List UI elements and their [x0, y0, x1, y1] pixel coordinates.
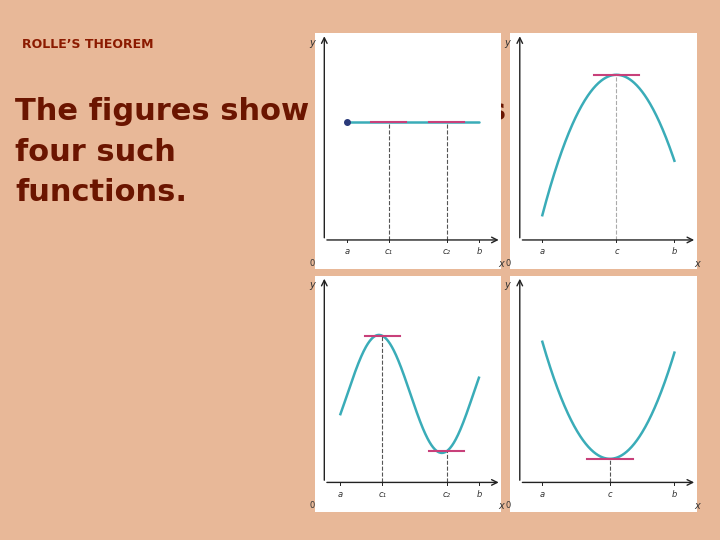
Text: x: x — [499, 259, 504, 269]
Text: x: x — [694, 501, 700, 511]
Text: y: y — [505, 280, 510, 290]
Text: c₂: c₂ — [443, 489, 451, 498]
Text: x: x — [499, 501, 504, 511]
Text: y: y — [309, 280, 315, 290]
Text: b: b — [476, 247, 482, 256]
Text: ROLLE’S THEOREM: ROLLE’S THEOREM — [22, 38, 153, 51]
Text: y: y — [309, 38, 315, 48]
Text: 0: 0 — [310, 259, 315, 268]
Text: a: a — [540, 247, 545, 256]
Text: b: b — [476, 489, 482, 498]
Text: (b): (b) — [597, 300, 611, 310]
Text: 0: 0 — [310, 501, 315, 510]
Text: c₂: c₂ — [443, 247, 451, 256]
Text: c: c — [608, 489, 612, 498]
Text: (a): (a) — [401, 300, 415, 310]
Text: a: a — [344, 247, 349, 256]
Text: c₁: c₁ — [384, 247, 392, 256]
Text: y: y — [505, 38, 510, 48]
Text: a: a — [540, 489, 545, 498]
Text: x: x — [694, 259, 700, 269]
Text: 0: 0 — [505, 501, 510, 510]
Text: c₁: c₁ — [378, 489, 387, 498]
Text: c: c — [614, 247, 618, 256]
Text: a: a — [338, 489, 343, 498]
Text: The figures show the graphs of
four such
functions.: The figures show the graphs of four such… — [16, 97, 552, 207]
Text: 0: 0 — [505, 259, 510, 268]
Text: b: b — [672, 247, 677, 256]
Text: b: b — [672, 489, 677, 498]
